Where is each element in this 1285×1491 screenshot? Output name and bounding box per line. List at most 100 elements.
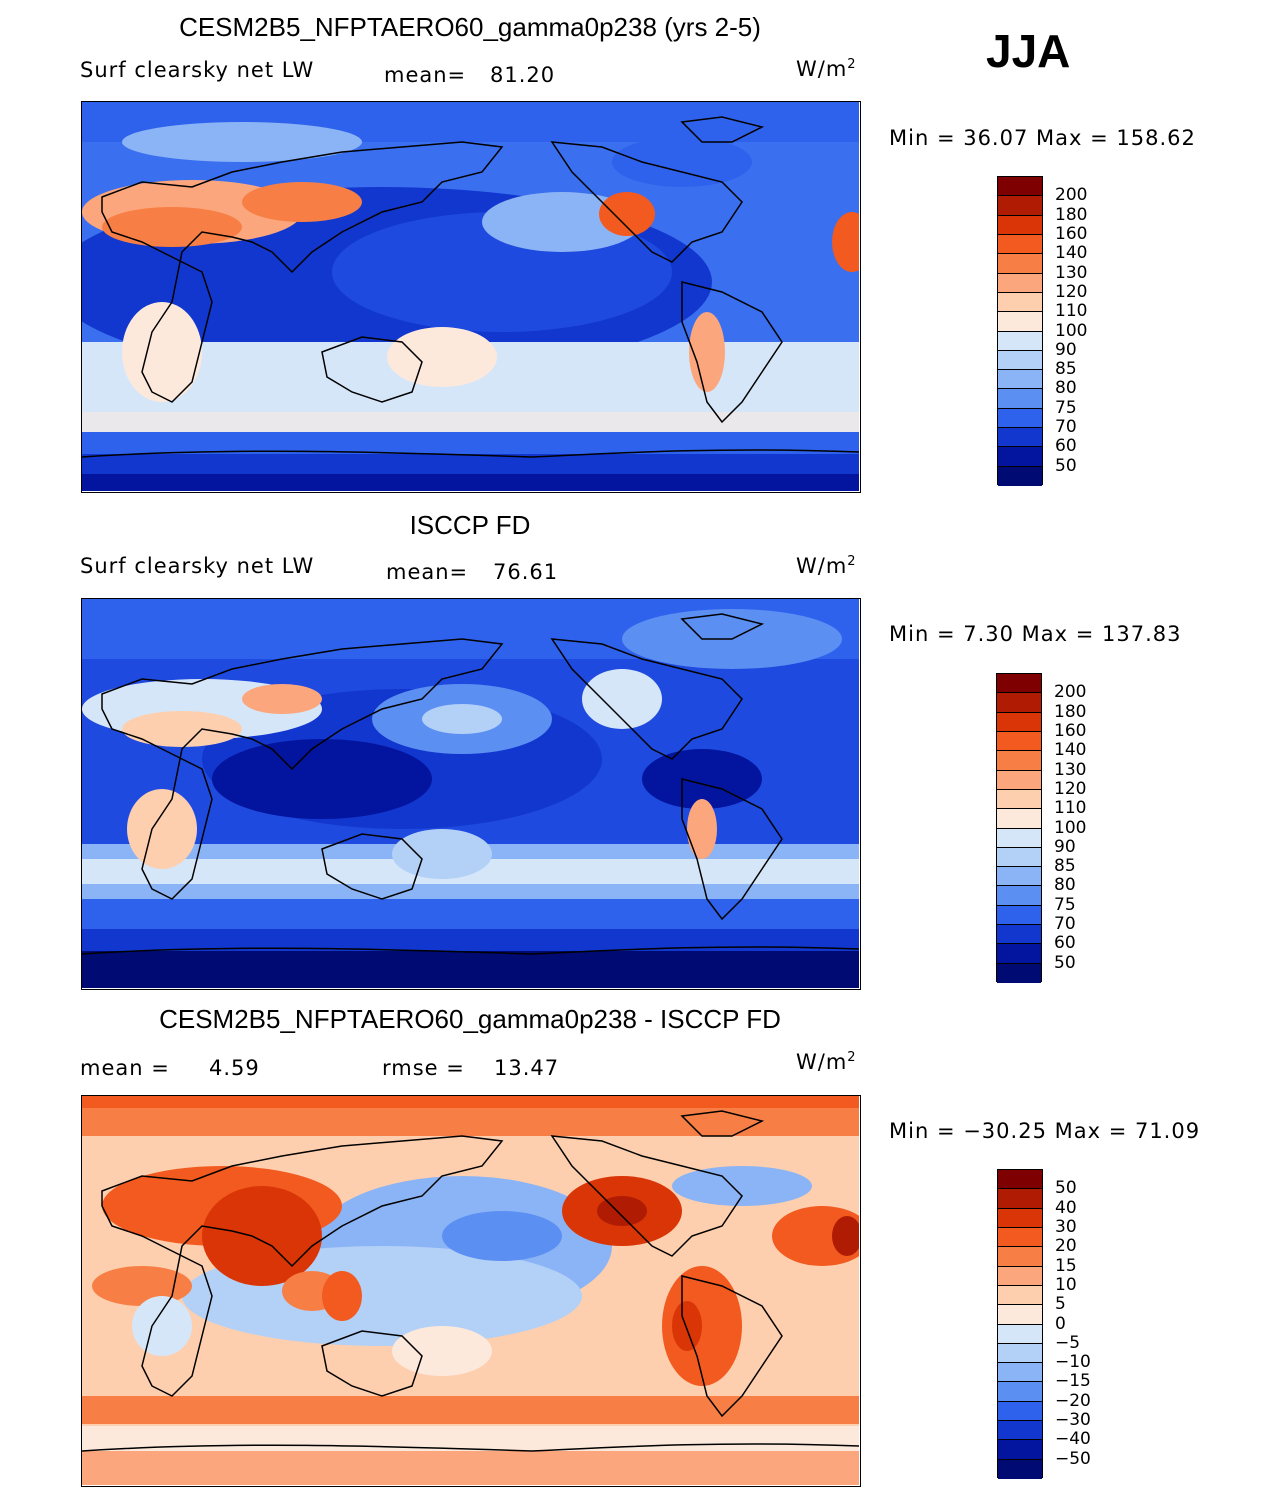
colorbar-segment — [998, 196, 1042, 216]
colorbar-segment — [998, 273, 1042, 293]
colorbar-tick-label: 70 — [1054, 914, 1076, 935]
colorbar-tick-label: −10 — [1055, 1352, 1091, 1373]
colorbar-segment — [998, 1363, 1042, 1383]
colorbar-tick-label: 80 — [1055, 378, 1077, 399]
colorbar-segment — [997, 963, 1041, 983]
colorbar-tick-label: 50 — [1054, 952, 1076, 973]
colorbar-tick-label: 60 — [1055, 436, 1077, 457]
colorbar-segment — [998, 254, 1042, 274]
colorbar-tick-label: 15 — [1055, 1255, 1077, 1276]
panel-1-mean-label: mean= — [384, 63, 467, 87]
colorbar-tick-label: 100 — [1054, 817, 1087, 838]
panel-2-minmax: Min = 7.30 Max = 137.83 — [889, 622, 1182, 646]
colorbar-segment — [997, 809, 1041, 829]
colorbar-tick-label: 130 — [1054, 759, 1087, 780]
colorbar-segment — [997, 693, 1041, 713]
colorbar-segment — [998, 1285, 1042, 1306]
colorbar-tick-label: 140 — [1055, 243, 1088, 264]
colorbar-segment — [998, 1324, 1042, 1344]
season-label: JJA — [986, 25, 1071, 77]
colorbar-segment — [998, 331, 1042, 351]
colorbar-tick-label: 160 — [1054, 720, 1087, 741]
panel-1-minmax: Min = 36.07 Max = 158.62 — [889, 126, 1196, 150]
panel-1-map — [81, 101, 861, 493]
colorbar-tick-label: 30 — [1055, 1216, 1077, 1237]
panel-3-minmax: Min = −30.25 Max = 71.09 — [889, 1119, 1201, 1143]
panel-3-mean-label: mean = — [80, 1056, 170, 1080]
colorbar-tick-label: 180 — [1054, 701, 1087, 722]
colorbar-segment — [998, 1189, 1042, 1209]
colorbar-tick-label: 140 — [1054, 740, 1087, 761]
panel-3-map — [81, 1095, 861, 1487]
panel-2-mean-label: mean= — [386, 560, 469, 584]
colorbar-tick-label: 85 — [1055, 359, 1077, 380]
colorbar-tick-label: 200 — [1055, 185, 1088, 206]
observation-map-svg — [82, 599, 859, 988]
colorbar-tick-label: 50 — [1055, 1178, 1077, 1199]
colorbar-segment — [998, 1343, 1042, 1364]
colorbar-tick-label: −30 — [1055, 1410, 1091, 1431]
panel-3-title: CESM2B5_NFPTAERO60_gamma0p238 - ISCCP FD — [159, 1004, 781, 1034]
colorbar-tick-label: 200 — [1054, 682, 1087, 703]
colorbar-tick-label: −5 — [1055, 1332, 1081, 1353]
colorbar-segment — [997, 751, 1041, 771]
colorbar-tick-label: 10 — [1055, 1274, 1077, 1295]
colorbar-segment — [997, 905, 1041, 926]
colorbar-tick-label: −15 — [1055, 1371, 1091, 1392]
colorbar-segment — [997, 867, 1041, 887]
colorbar-tick-label: 20 — [1055, 1236, 1077, 1257]
colorbar-segment — [997, 886, 1041, 906]
colorbar-segment — [997, 828, 1041, 848]
panel-3-rmse-value: 13.47 — [494, 1056, 560, 1080]
panel-3-units: W/m2 — [796, 1050, 857, 1074]
colorbar-tick-label: 130 — [1055, 262, 1088, 283]
colorbar-tick-label: 90 — [1054, 836, 1076, 857]
colorbar-segment — [998, 389, 1042, 409]
colorbar-segment — [998, 1421, 1042, 1441]
panel-2-units: W/m2 — [796, 554, 857, 578]
colorbar-segment — [998, 1305, 1042, 1325]
colorbar-tick-label: −40 — [1055, 1429, 1091, 1450]
colorbar-segment — [997, 847, 1041, 868]
panel-3-colorbar — [997, 1169, 1043, 1479]
colorbar-segment — [998, 428, 1042, 448]
panel-1-variable: Surf clearsky net LW — [80, 58, 315, 82]
panel-1-mean-value: 81.20 — [490, 63, 556, 87]
colorbar-segment — [998, 1266, 1042, 1286]
colorbar-tick-label: −20 — [1055, 1390, 1091, 1411]
panel-1-units: W/m2 — [796, 57, 857, 81]
colorbar-segment — [998, 408, 1042, 429]
colorbar-tick-label: 120 — [1055, 281, 1088, 302]
colorbar-tick-label: 60 — [1054, 933, 1076, 954]
difference-map-svg — [82, 1096, 859, 1485]
panel-1-colorbar — [997, 176, 1043, 486]
panel-2-variable: Surf clearsky net LW — [80, 554, 315, 578]
colorbar-segment — [998, 177, 1042, 197]
colorbar-segment — [998, 1247, 1042, 1267]
colorbar-tick-label: 120 — [1054, 778, 1087, 799]
colorbar-tick-label: 0 — [1055, 1313, 1066, 1334]
colorbar-segment — [998, 1227, 1042, 1248]
colorbar-segment — [998, 292, 1042, 313]
colorbar-segment — [998, 215, 1042, 235]
colorbar-segment — [998, 1382, 1042, 1402]
colorbar-segment — [998, 447, 1042, 467]
colorbar-segment — [997, 731, 1041, 752]
colorbar-tick-label: 110 — [1055, 301, 1088, 322]
colorbar-segment — [998, 1440, 1042, 1460]
colorbar-tick-label: 90 — [1055, 339, 1077, 360]
colorbar-segment — [997, 944, 1041, 964]
colorbar-segment — [998, 312, 1042, 332]
panel-2-colorbar — [996, 673, 1042, 983]
colorbar-tick-label: 85 — [1054, 856, 1076, 877]
model-map-svg — [82, 102, 859, 491]
colorbar-segment — [998, 1208, 1042, 1228]
panel-2-title: ISCCP FD — [409, 510, 531, 540]
colorbar-tick-label: 5 — [1055, 1294, 1066, 1315]
colorbar-tick-label: 110 — [1054, 798, 1087, 819]
colorbar-segment — [998, 1459, 1042, 1479]
colorbar-segment — [998, 370, 1042, 390]
panel-2-map — [81, 598, 861, 990]
panel-2-mean-value: 76.61 — [493, 560, 559, 584]
colorbar-tick-label: 80 — [1054, 875, 1076, 896]
